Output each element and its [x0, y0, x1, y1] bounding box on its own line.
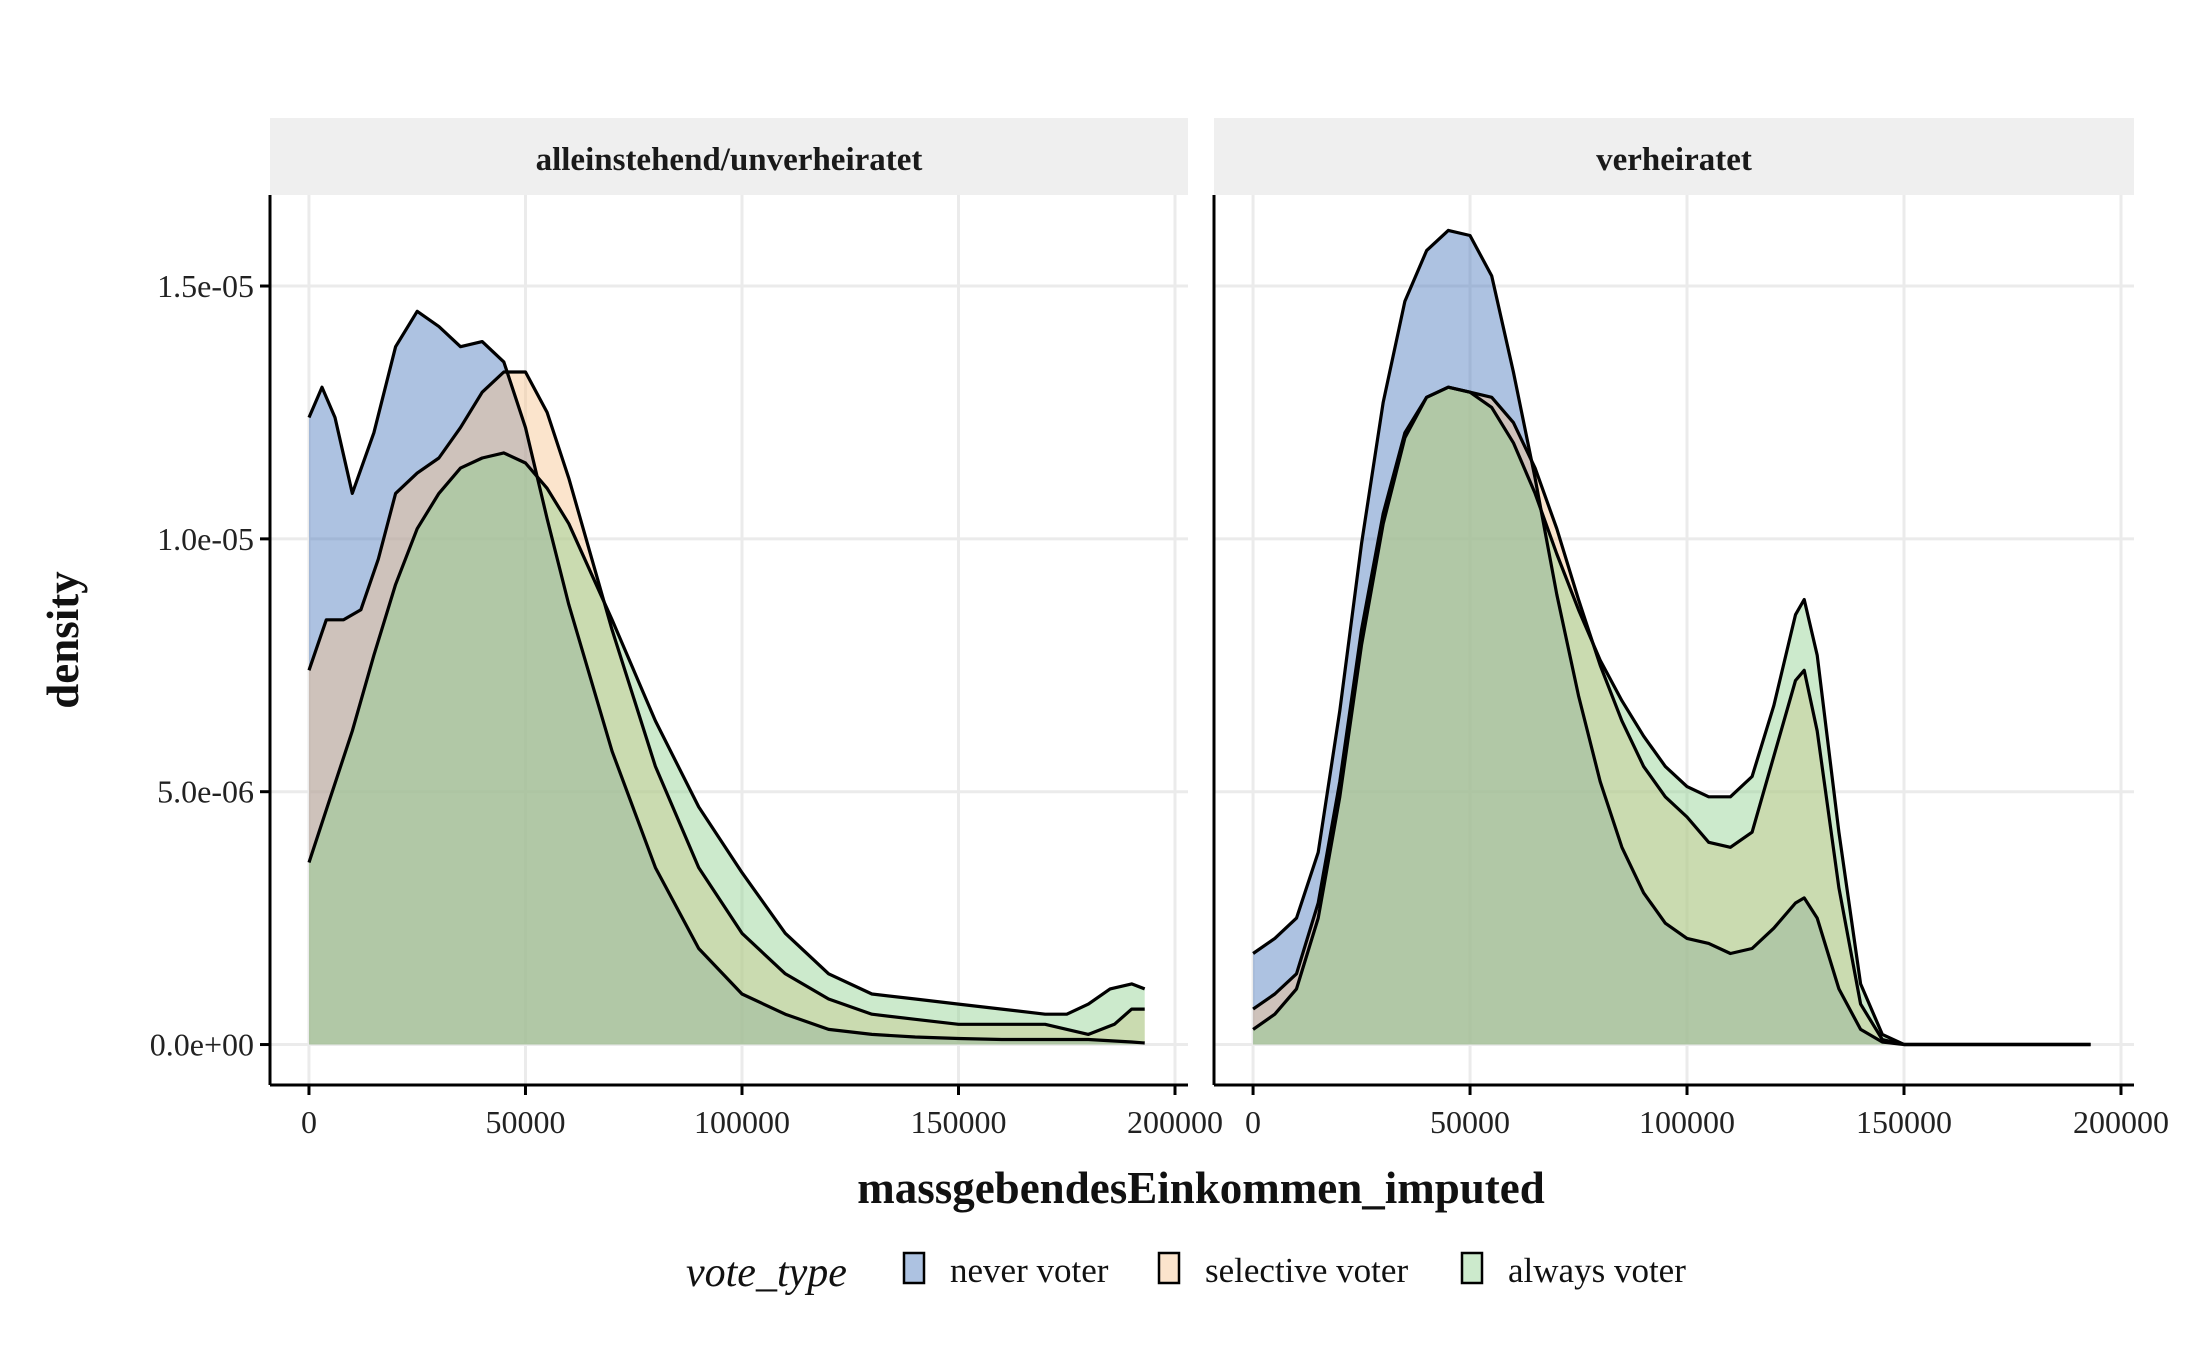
x-tick-label: 150000 [911, 1104, 1007, 1140]
legend-key [1460, 1251, 1484, 1285]
y-tick-label: 5.0e-06 [157, 774, 254, 810]
density-line-selective-voter [1252, 385, 2091, 1047]
density-line-always-voter [307, 451, 1146, 1016]
density-line-always-voter [1252, 385, 2091, 1047]
y-tick-label: 1.5e-05 [157, 268, 254, 304]
legend-item-selective-voter: selective voter [1157, 1251, 1408, 1290]
density-areas [1252, 228, 2091, 1047]
x-tick-label: 50000 [1430, 1104, 1510, 1140]
density-area-selective-voter [309, 372, 1145, 1045]
density-line-selective-voter [307, 370, 1145, 1036]
legend-title: vote_type [686, 1250, 847, 1296]
panel-verheiratet: verheiratet 0 50000 100000 150000 200000 [1212, 118, 2169, 1140]
x-tick-label: 0 [1245, 1104, 1261, 1140]
legend-label: never voter [950, 1251, 1109, 1290]
legend-label: always voter [1508, 1251, 1686, 1290]
density-area-always-voter [309, 452, 1145, 1045]
x-tick-label: 50000 [485, 1104, 565, 1140]
x-tick-label: 0 [301, 1104, 317, 1140]
legend-key [902, 1251, 926, 1285]
y-tick-label: 1.0e-05 [157, 521, 254, 557]
x-tick-label: 150000 [1856, 1104, 1952, 1140]
facet-strip-label: verheiratet [1596, 142, 1752, 178]
x-tick-label: 200000 [2073, 1104, 2169, 1140]
gridlines [1214, 195, 2134, 1085]
density-area-never-voter [1253, 230, 2091, 1045]
legend-item-always-voter: always voter [1460, 1251, 1686, 1290]
facet-strip-label: alleinstehend/unverheiratet [536, 142, 923, 178]
density-line-never-voter [1252, 228, 2091, 1047]
x-tick-label: 100000 [1639, 1104, 1735, 1140]
legend-key [1157, 1251, 1181, 1285]
x-axis-title: massgebendesEinkommen_imputed [857, 1163, 1545, 1213]
legend: vote_type never voter selective voter alwa… [686, 1250, 1686, 1296]
gridlines [270, 195, 1188, 1085]
density-area-always-voter [1253, 387, 2091, 1045]
density-area-selective-voter [1253, 387, 2091, 1045]
density-area-never-voter [309, 311, 1145, 1045]
facet-strip [1214, 118, 2134, 195]
density-line-never-voter [307, 309, 1145, 1045]
x-tick-label: 100000 [694, 1104, 790, 1140]
facet-panels: alleinstehend/unverheiratet 0 50000 100000 1… [150, 118, 2169, 1140]
panel-alleinstehend: alleinstehend/unverheiratet 0 50000 100000 1… [150, 118, 1223, 1140]
y-axis-title: density [38, 571, 88, 709]
legend-label: selective voter [1205, 1251, 1408, 1290]
legend-item-never-voter: never voter [902, 1251, 1109, 1290]
y-tick-label: 0.0e+00 [150, 1027, 254, 1063]
x-tick-label: 200000 [1127, 1104, 1223, 1140]
density-areas [307, 309, 1146, 1045]
facet-strip [270, 118, 1188, 195]
